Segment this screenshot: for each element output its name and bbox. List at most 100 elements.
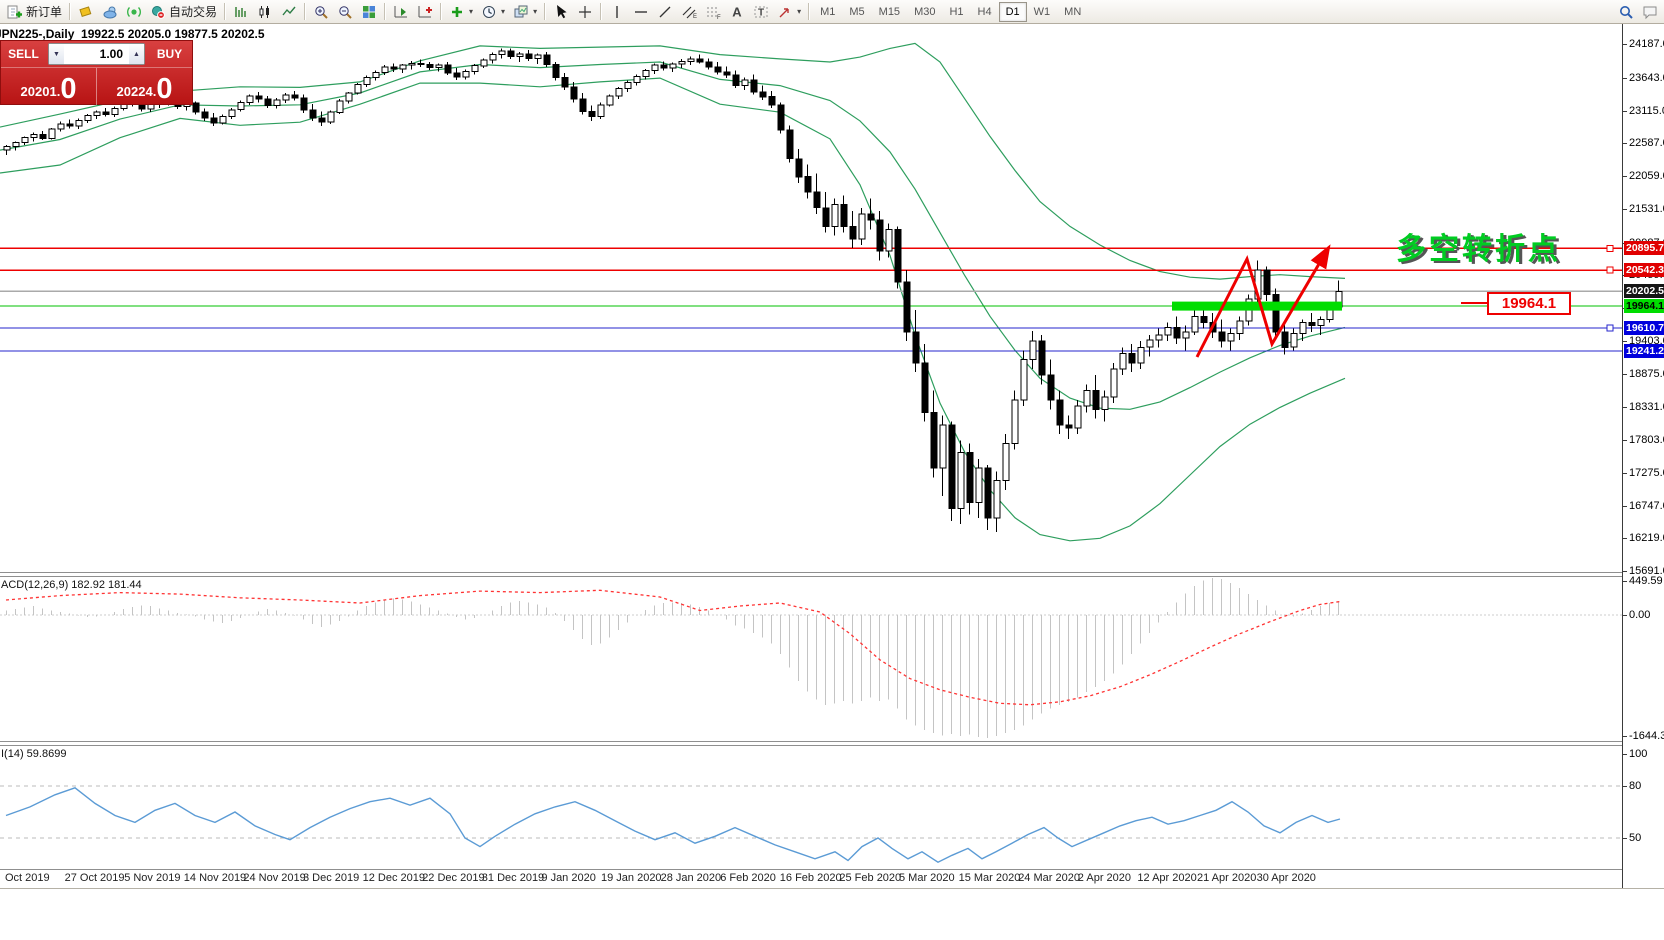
trendline-tool-button[interactable] <box>653 1 677 23</box>
main-toolbar: 新订单 自动交易 <box>0 0 1664 24</box>
crosshair-icon <box>579 5 592 18</box>
price-tick-label: 17803.0 <box>1623 434 1664 446</box>
date-label: 6 Feb 2020 <box>720 872 776 884</box>
svg-text:T: T <box>758 7 764 18</box>
date-label: 30 Apr 2020 <box>1256 872 1316 884</box>
date-axis[interactable]: Oct 2019 27 Oct 2019 5 Nov 2019 14 Nov 2019… <box>0 872 1622 886</box>
auto-scroll-icon <box>418 5 433 17</box>
horizontal-line-tool-button[interactable] <box>629 1 653 23</box>
date-label: 24 Nov 2019 <box>243 872 306 884</box>
auto-trading-button[interactable]: 自动交易 <box>146 1 221 23</box>
timeframe-button-m15[interactable]: M15 <box>878 5 901 18</box>
main-macd-splitter[interactable] <box>0 572 1664 577</box>
chart-title: JPN225-,Daily 19922.5 20205.0 19877.5 20… <box>0 27 265 41</box>
macd-rsi-splitter[interactable] <box>0 741 1664 746</box>
date-label: 21 Apr 2020 <box>1197 872 1257 884</box>
date-label: Oct 2019 <box>5 872 50 884</box>
volume-input[interactable]: 1.00 <box>99 47 123 61</box>
svg-text:A: A <box>732 4 742 19</box>
vertical-line-tool-button[interactable] <box>605 1 629 23</box>
timeframe-button-m5[interactable]: M5 <box>849 5 865 18</box>
price-callout-connector <box>1461 302 1487 304</box>
crosshair-tool-button[interactable] <box>573 1 597 23</box>
periods-button[interactable]: ▾ <box>477 1 509 23</box>
new-order-button[interactable]: 新订单 <box>3 1 66 23</box>
add-indicator-icon <box>452 6 463 17</box>
rsi-axis-label: 80 <box>1623 780 1664 792</box>
chat-icon[interactable] <box>1642 4 1658 20</box>
rsi-indicator-label: I(14) 59.8699 <box>1 748 67 760</box>
toolbar-separator <box>384 3 387 20</box>
turning-point-annotation: 多空转折点 <box>1396 233 1561 266</box>
date-label: 3 Dec 2019 <box>303 872 360 884</box>
price-tick-label: 21531.0 <box>1623 203 1664 215</box>
templates-button[interactable]: ▾ <box>509 1 541 23</box>
volume-decrease-button[interactable]: ▼ <box>49 44 64 64</box>
price-level-tag: 20202.5 <box>1624 284 1664 299</box>
timeframe-button-h4[interactable]: H4 <box>977 5 992 18</box>
date-label: 24 Mar 2020 <box>1018 872 1080 884</box>
toolbar-right-group <box>1618 4 1658 20</box>
date-label: 2 Apr 2020 <box>1077 872 1132 884</box>
timeframe-button-d1[interactable]: D1 <box>998 1 1027 22</box>
tile-windows-button[interactable] <box>357 1 381 23</box>
price-callout-box: 19964.1 <box>1487 292 1571 315</box>
toolbar-separator <box>224 3 227 20</box>
price-tick-label: 24187.0 <box>1623 38 1664 50</box>
sell-button[interactable]: SELL <box>8 47 39 61</box>
dropdown-arrow-icon: ▾ <box>797 7 802 16</box>
price-tick-label: 22059.0 <box>1623 170 1664 182</box>
cursor-tool-button[interactable] <box>549 1 573 23</box>
price-tick-label: 15691.0 <box>1623 565 1664 577</box>
timeframe-button-mn[interactable]: MN <box>1064 5 1082 18</box>
clock-icon <box>483 5 496 18</box>
text-label-tool-button[interactable]: T <box>749 1 773 23</box>
chart-shift-button[interactable] <box>389 1 413 23</box>
timeframe-button-w1[interactable]: W1 <box>1033 5 1051 18</box>
zoom-in-icon <box>315 5 328 19</box>
price-level-tag: 19964.1 <box>1624 299 1664 314</box>
chart-window-bottom-border <box>0 888 1664 889</box>
buy-price-main: 20224. <box>116 84 157 99</box>
arrows-tool-button[interactable]: ▾ <box>773 1 805 23</box>
svg-text:E: E <box>693 14 697 20</box>
macd-axis-label: 0.00 <box>1623 609 1664 621</box>
dropdown-arrow-icon: ▾ <box>501 7 506 16</box>
macd-indicator-label: ACD(12,26,9) 182.92 181.44 <box>1 579 142 591</box>
price-tick-label: 23115.0 <box>1623 105 1664 117</box>
line-chart-icon <box>282 6 296 15</box>
volume-increase-button[interactable]: ▲ <box>129 44 144 64</box>
buy-price[interactable]: 20224. 0 <box>97 68 192 105</box>
timeframe-button-m30[interactable]: M30 <box>914 5 936 18</box>
timeframe-button-m1[interactable]: M1 <box>820 5 836 18</box>
zoom-out-icon <box>339 5 352 19</box>
price-tick-label: 17275.0 <box>1623 467 1664 479</box>
add-indicator-button[interactable]: ▾ <box>445 1 477 23</box>
line-chart-mode-button[interactable] <box>277 1 301 23</box>
zoom-in-button[interactable] <box>309 1 333 23</box>
channel-tool-button[interactable]: E <box>677 1 701 23</box>
buy-button[interactable]: BUY <box>156 47 183 61</box>
toolbar-separator <box>69 3 72 20</box>
price-axis[interactable]: 24187.0 23643.0 23115.0 22587.0 22059.0 21531… <box>1622 24 1664 888</box>
highlight-tool-icon <box>79 5 92 17</box>
fibonacci-tool-button[interactable]: F <box>701 1 725 23</box>
text-tool-button[interactable]: A <box>725 1 749 23</box>
zoom-out-button[interactable] <box>333 1 357 23</box>
bar-chart-mode-button[interactable] <box>229 1 253 23</box>
auto-scroll-button[interactable] <box>413 1 437 23</box>
search-icon[interactable] <box>1618 4 1634 20</box>
date-label: 19 Jan 2020 <box>601 872 662 884</box>
price-tick-label: 16747.0 <box>1623 500 1664 512</box>
signals-button[interactable] <box>122 1 146 23</box>
date-label: 14 Nov 2019 <box>183 872 247 884</box>
sell-price-big-digit: 0 <box>60 73 77 105</box>
candlestick-mode-button[interactable] <box>253 1 277 23</box>
market-watch-button[interactable] <box>74 1 98 23</box>
sell-price[interactable]: 20201. 0 <box>1 68 96 105</box>
community-button[interactable] <box>98 1 122 23</box>
fibonacci-icon: F <box>707 7 721 20</box>
chart-canvas[interactable] <box>0 0 1622 940</box>
timeframe-button-h1[interactable]: H1 <box>949 5 964 18</box>
